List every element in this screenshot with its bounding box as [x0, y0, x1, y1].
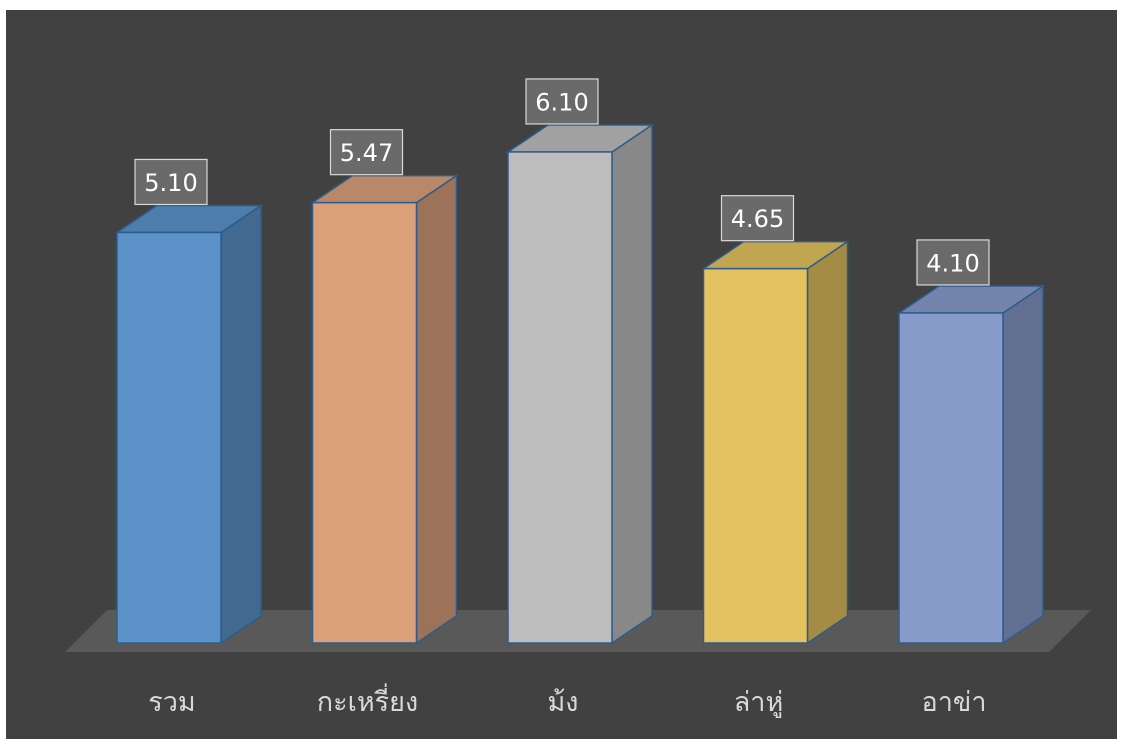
bar-3 — [505, 123, 655, 645]
bar-2 — [310, 174, 459, 645]
value-label-box — [916, 239, 990, 286]
bar-1 — [114, 204, 264, 645]
value-label-box — [720, 195, 795, 242]
value-label: 6.10 — [535, 88, 588, 116]
bar-front — [702, 267, 809, 644]
bar-side — [415, 174, 458, 645]
value-label: 4.10 — [926, 249, 979, 277]
value-label: 5.47 — [340, 139, 393, 167]
bar-side — [1002, 284, 1044, 645]
chart-area: 5.10 รวม 5.47 กะเหรี่ยง 6.10 ม้ง 4.65 ล่าหู่ 4.1… — [6, 10, 1117, 739]
value-label: 4.65 — [731, 205, 784, 233]
category-label: อาข่า — [922, 687, 987, 718]
value-label: 5.10 — [144, 169, 197, 197]
category-label: ม้ง — [548, 687, 579, 718]
bar-side — [220, 204, 262, 645]
bar-side — [611, 123, 653, 645]
bar-chart: 5.10 รวม 5.47 กะเหรี่ยง 6.10 ม้ง 4.65 ล่าหู่ 4.1… — [65, 78, 1091, 718]
bar-4 — [701, 240, 850, 645]
value-label-box — [329, 129, 404, 176]
value-label-box — [525, 78, 599, 125]
bar-front — [311, 201, 418, 644]
bar-5 — [896, 284, 1046, 645]
bar-front — [507, 151, 613, 644]
value-label-box — [134, 158, 208, 206]
bar-side — [806, 240, 849, 645]
category-label: รวม — [148, 687, 195, 718]
bar-front — [116, 231, 222, 644]
category-label: กะเหรี่ยง — [317, 683, 418, 718]
bar-front — [898, 312, 1004, 644]
category-label: ล่าหู่ — [734, 687, 784, 718]
